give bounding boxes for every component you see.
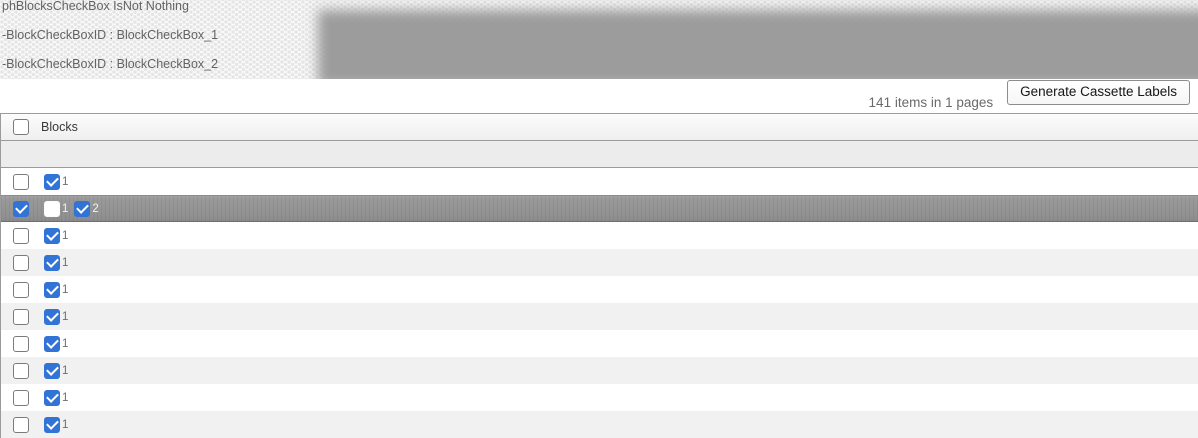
row-select-checkbox[interactable] [13,308,29,325]
debug-line: -BlockCheckBoxID : BlockCheckBox_1 [2,28,219,42]
block-label: 1 [62,337,69,350]
row-select-checkbox[interactable] [13,362,29,379]
block-checkbox[interactable] [44,281,60,298]
block-checkbox[interactable] [44,416,60,433]
block-label: 1 [62,391,69,404]
row-blocks-cell: 1 [44,389,74,406]
table-row[interactable]: 1 [1,411,1198,438]
block-checkbox[interactable] [44,227,60,244]
row-blocks-cell: 1 [44,173,74,190]
row-select-checkbox[interactable] [13,335,29,352]
block-checkbox[interactable] [44,389,60,406]
checkmark-icon [46,227,59,241]
block-checkbox[interactable] [74,200,91,217]
checkmark-icon [46,389,59,403]
row-select-checkbox[interactable] [13,227,29,244]
row-select-cell [1,200,44,217]
blocks-grid: Blocks 1 1 2 1 1 1 [0,113,1198,438]
block-label: 1 [62,175,69,188]
row-blocks-cell: 1 2 [44,200,105,217]
row-select-cell [1,362,44,379]
row-blocks-cell: 1 [44,416,74,433]
table-row[interactable]: 1 [1,249,1198,276]
block-label: 1 [62,418,69,431]
gray-overlay-block [318,10,1198,79]
table-row[interactable]: 1 [1,303,1198,330]
row-blocks-cell: 1 [44,308,74,325]
table-row[interactable]: 1 [1,276,1198,303]
block-checkbox[interactable] [44,254,60,271]
pager-info-text: 141 items in 1 pages [868,95,994,110]
row-select-cell [1,173,44,190]
checkmark-icon [46,281,59,295]
select-all-checkbox[interactable] [13,119,29,135]
toolbar: 141 items in 1 pages Generate Cassette L… [0,79,1198,113]
table-row[interactable]: 1 [1,357,1198,384]
row-select-cell [1,227,44,244]
block-checkbox[interactable] [44,200,60,217]
block-label: 1 [62,364,69,377]
checkmark-icon [46,254,59,268]
table-row[interactable]: 1 2 [1,195,1198,222]
row-blocks-cell: 1 [44,281,74,298]
block-checkbox[interactable] [44,362,60,379]
block-checkbox[interactable] [44,308,60,325]
row-select-cell [1,254,44,271]
checkmark-icon [46,362,59,376]
column-header-blocks: Blocks [41,120,78,134]
row-blocks-cell: 1 [44,227,74,244]
block-label: 1 [62,202,69,215]
row-select-checkbox[interactable] [13,200,29,217]
block-checkbox[interactable] [44,335,60,352]
table-body: 1 1 2 1 1 1 1 1 [1,168,1198,438]
row-select-checkbox[interactable] [13,254,29,271]
generate-cassette-labels-button[interactable]: Generate Cassette Labels [1007,80,1190,105]
row-select-cell [1,281,44,298]
debug-line: -BlockCheckBoxID : BlockCheckBox_2 [2,57,219,71]
table-row[interactable]: 1 [1,330,1198,357]
grid-filter-row[interactable] [1,141,1198,168]
checkmark-icon [76,200,90,214]
table-row[interactable]: 1 [1,222,1198,249]
block-label: 1 [62,256,69,269]
checkmark-icon [46,416,59,430]
row-select-checkbox[interactable] [13,416,29,433]
block-checkbox[interactable] [44,173,60,190]
row-blocks-cell: 1 [44,335,74,352]
debug-line: phBlocksCheckBox IsNot Nothing [2,0,189,13]
checkmark-icon [46,335,59,349]
row-select-checkbox[interactable] [13,389,29,406]
block-label: 2 [92,202,99,215]
row-select-checkbox[interactable] [13,281,29,298]
block-label: 1 [62,229,69,242]
checkmark-icon [46,308,59,322]
row-select-cell [1,416,44,433]
debug-log-panel: phBlocksCheckBox IsNot Nothing -BlockChe… [0,0,1198,79]
block-label: 1 [62,283,69,296]
grid-header-row: Blocks [1,114,1198,141]
row-blocks-cell: 1 [44,362,74,379]
row-select-cell [1,308,44,325]
row-select-cell [1,389,44,406]
row-blocks-cell: 1 [44,254,74,271]
block-label: 1 [62,310,69,323]
table-row[interactable]: 1 [1,168,1198,195]
checkmark-icon [15,200,28,214]
checkmark-icon [46,173,59,187]
row-select-cell [1,335,44,352]
row-select-checkbox[interactable] [13,173,29,190]
table-row[interactable]: 1 [1,384,1198,411]
